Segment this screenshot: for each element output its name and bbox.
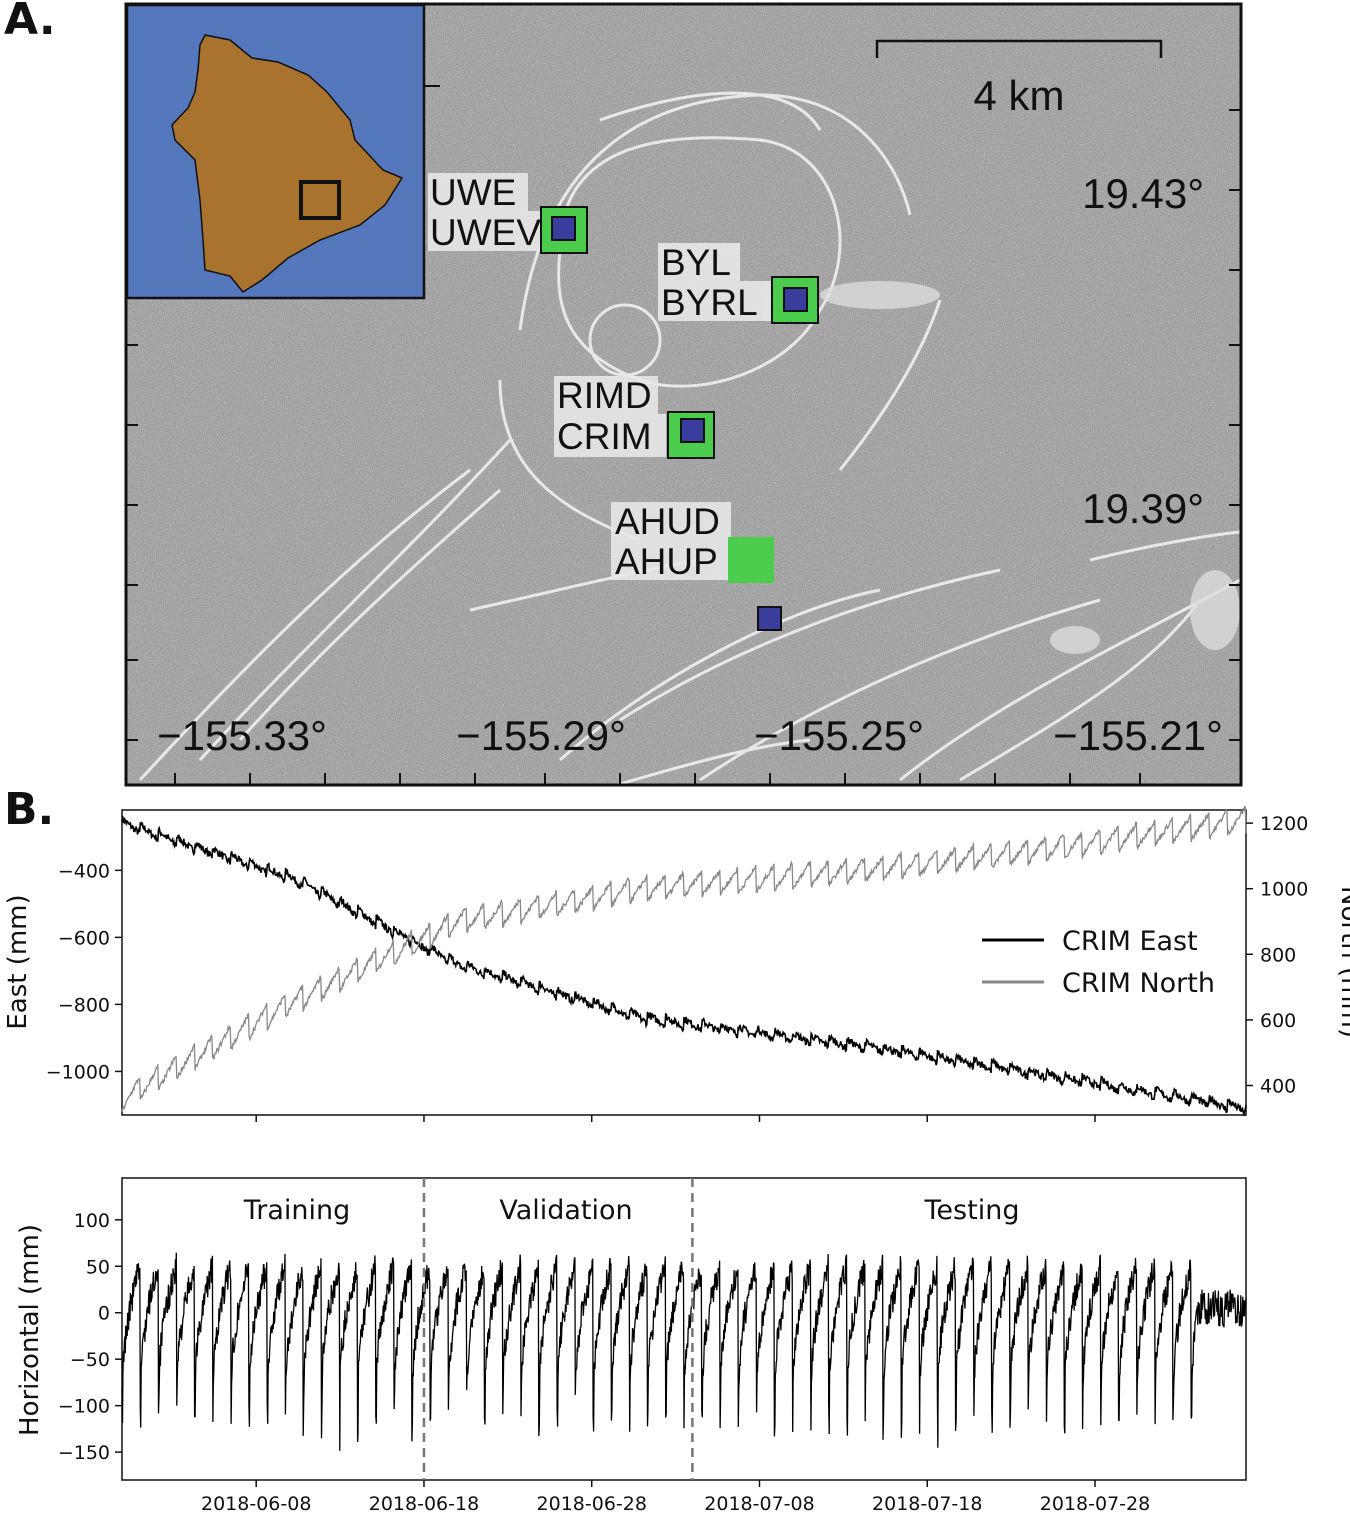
lat-label-1939: 19.39° bbox=[1082, 485, 1204, 532]
map-frame-ticks bbox=[126, 85, 1241, 785]
east-axis-title: East (mm) bbox=[3, 894, 33, 1029]
top-chart-x-ticks bbox=[255, 1115, 1096, 1122]
north-tick-label: 600 bbox=[1260, 1010, 1296, 1032]
lon-label-15533: −155.33° bbox=[157, 712, 327, 759]
east-tick-label: −800 bbox=[58, 994, 110, 1016]
series-line-crim-east bbox=[121, 816, 1247, 1117]
north-axis-ticks: 1200 1000 800 600 400 bbox=[1246, 813, 1308, 1097]
station-byrl-label: BYRL bbox=[661, 282, 758, 323]
date-tick-label: 2018-07-28 bbox=[1040, 1493, 1150, 1515]
series-line-crim-north bbox=[121, 805, 1247, 1112]
north-axis-title: North (mm) bbox=[1335, 886, 1350, 1038]
inset-frame bbox=[125, 3, 426, 300]
station-ahud-label: AHUD bbox=[615, 501, 720, 542]
blue-marker-rimd bbox=[680, 418, 705, 443]
top-chart-series bbox=[121, 805, 1247, 1117]
bright-flow-patches bbox=[820, 281, 1240, 654]
date-tick-label: 2018-07-18 bbox=[872, 1493, 982, 1515]
station-byl-label: BYL bbox=[661, 242, 731, 283]
map-panel: 4 km 19.43° 19.39° −155.33° −155.29° −15… bbox=[124, 2, 1243, 787]
blue-marker-byl bbox=[783, 287, 808, 312]
lat-label-1943: 19.43° bbox=[1082, 170, 1204, 217]
east-axis-ticks: −400 −600 −800 −1000 bbox=[46, 860, 122, 1083]
station-rimd-label: RIMD bbox=[557, 375, 652, 416]
station-crim-label: CRIM bbox=[557, 416, 652, 457]
region-label-testing: Testing bbox=[924, 1195, 1020, 1226]
date-tick-label: 2018-06-08 bbox=[201, 1493, 311, 1515]
east-tick-label: −400 bbox=[58, 860, 110, 882]
station-markers bbox=[540, 206, 819, 631]
map-frame bbox=[124, 2, 1243, 787]
horizontal-tick-label: 0 bbox=[98, 1303, 110, 1325]
inset-map bbox=[125, 3, 426, 300]
date-axis-ticks: 2018-06-08 2018-06-18 2018-06-28 2018-07-08… bbox=[201, 1480, 1150, 1515]
horizontal-axis-ticks: 100 50 0 −50 −100 −150 bbox=[58, 1210, 122, 1464]
horizontal-tick-label: −150 bbox=[58, 1442, 110, 1464]
blue-marker-ahud bbox=[757, 606, 782, 631]
station-label-backgrounds bbox=[428, 173, 772, 580]
north-tick-label: 1200 bbox=[1260, 813, 1308, 835]
horizontal-tick-label: −50 bbox=[70, 1349, 110, 1371]
station-uwev-label: UWEV bbox=[430, 212, 541, 253]
horizontal-axis-title: Horizontal (mm) bbox=[15, 1224, 45, 1436]
region-label-training: Training bbox=[243, 1195, 351, 1226]
date-tick-label: 2018-06-28 bbox=[537, 1493, 647, 1515]
panel-a-label: A. bbox=[4, 0, 56, 45]
horizontal-tick-label: −100 bbox=[58, 1396, 110, 1418]
legend-label-east: CRIM East bbox=[1062, 926, 1198, 957]
east-tick-label: −1000 bbox=[46, 1061, 110, 1083]
region-label-validation: Validation bbox=[499, 1195, 632, 1226]
horizontal-displacement-line bbox=[121, 1252, 1247, 1451]
panel-b-label: B. bbox=[4, 784, 55, 835]
date-tick-label: 2018-07-08 bbox=[704, 1493, 814, 1515]
lon-label-15525: −155.25° bbox=[754, 712, 924, 759]
horizontal-tick-label: 100 bbox=[74, 1210, 110, 1232]
top-chart-frame bbox=[121, 809, 1247, 1116]
scale-bar-label: 4 km bbox=[973, 72, 1064, 119]
station-uwe-label: UWE bbox=[430, 172, 516, 213]
station-ahup-label: AHUP bbox=[615, 541, 718, 582]
lon-label-15529: −155.29° bbox=[456, 712, 626, 759]
legend: CRIM East CRIM North bbox=[982, 926, 1215, 999]
island-shape bbox=[171, 34, 404, 293]
green-marker-ahup bbox=[728, 537, 774, 583]
north-tick-label: 1000 bbox=[1260, 879, 1308, 901]
split-lines bbox=[422, 1178, 694, 1480]
inset-study-area-box bbox=[299, 180, 341, 220]
blue-marker-uwe bbox=[551, 216, 576, 241]
horizontal-tick-label: 50 bbox=[86, 1256, 110, 1278]
east-tick-label: −600 bbox=[58, 927, 110, 949]
legend-label-north: CRIM North bbox=[1062, 968, 1215, 999]
lon-label-15521: −155.21° bbox=[1053, 712, 1223, 759]
north-tick-label: 400 bbox=[1260, 1075, 1296, 1097]
date-tick-label: 2018-06-18 bbox=[369, 1493, 479, 1515]
top-chart: −400 −600 −800 −1000 1200 1000 800 600 400 East… bbox=[3, 805, 1350, 1122]
horizontal-series bbox=[121, 1252, 1247, 1451]
north-tick-label: 800 bbox=[1260, 944, 1296, 966]
scale-bar bbox=[875, 39, 1163, 58]
